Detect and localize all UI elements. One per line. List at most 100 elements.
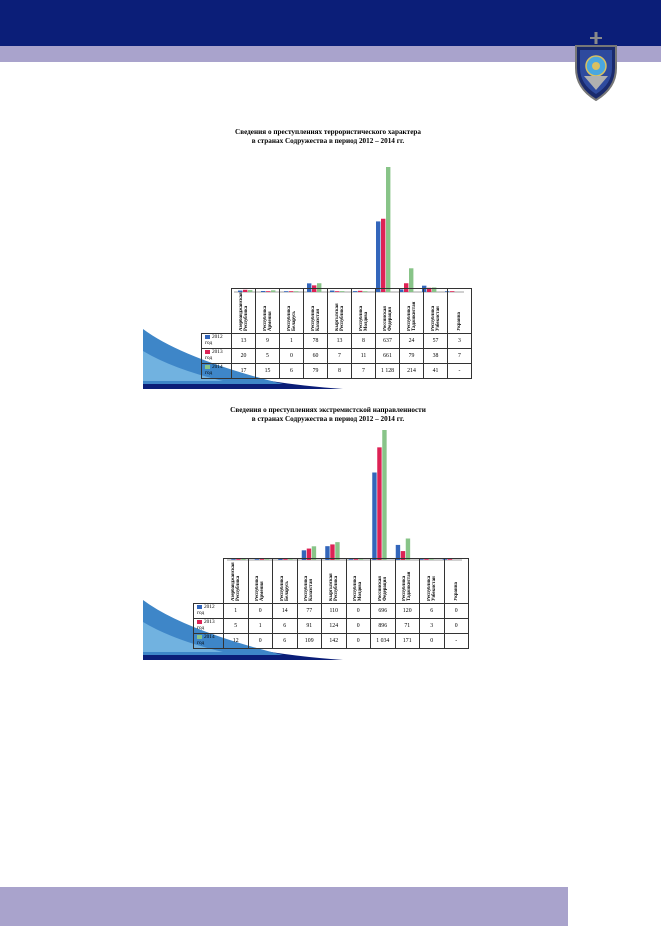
table-cell: - — [443, 633, 469, 649]
header-bar — [0, 0, 661, 46]
category-header: Республика Узбекистан — [423, 288, 448, 334]
table-cell: 696 — [370, 603, 396, 619]
category-header: Азербайджанская Республика — [231, 288, 256, 334]
category-label: Республика Казахстан — [310, 305, 321, 331]
bar-2014-4 — [335, 542, 340, 560]
category-label: Российская Федерация — [377, 576, 388, 601]
category-header: Азербайджанская Республика — [223, 558, 249, 604]
bar-2013-6 — [381, 218, 386, 292]
table-cell: 7 — [351, 363, 376, 379]
table-cell: 8 — [351, 333, 376, 349]
bar-2012-4 — [325, 546, 330, 560]
series-label: 2013 год — [201, 348, 232, 364]
category-header: Республика Беларусь — [279, 288, 304, 334]
category-label: Республика Беларусь — [279, 575, 290, 601]
table-cell: 41 — [423, 363, 448, 379]
bar-2013-7 — [400, 551, 406, 560]
table-cell: 109 — [296, 633, 322, 649]
table-cell: 6 — [272, 633, 298, 649]
category-header: Российская Федерация — [370, 558, 396, 604]
series-label: 2014 год — [193, 633, 224, 649]
legend-swatch — [205, 350, 210, 355]
table-cell: 57 — [423, 333, 448, 349]
category-label: Азербайджанская Республика — [230, 562, 241, 601]
table-cell: 0 — [279, 348, 304, 364]
category-label: Российская Федерация — [382, 306, 393, 331]
table-cell: 5 — [223, 618, 249, 634]
table-cell: 7 — [327, 348, 352, 364]
series-label: 2013 год — [193, 618, 224, 634]
legend-swatch — [197, 605, 202, 610]
table-cell: 78 — [303, 333, 328, 349]
legend-swatch — [197, 620, 202, 625]
category-label: Республика Молдова — [358, 305, 369, 331]
category-header: Украина — [443, 558, 469, 604]
category-header: Республика Молдова — [345, 558, 371, 604]
category-label: Украина — [457, 312, 462, 331]
bar-2013-7 — [404, 283, 409, 292]
table-cell: 0 — [247, 633, 273, 649]
series-name: 2014 год — [197, 634, 215, 647]
bar-2014-3 — [317, 283, 322, 292]
series-name: 2013 год — [205, 349, 223, 362]
bar-chart-terrorism — [234, 167, 464, 293]
table-cell: 15 — [255, 363, 280, 379]
table-cell: 7 — [447, 348, 472, 364]
bar-2013-6 — [377, 447, 382, 560]
table-cell: 1 128 — [375, 363, 400, 379]
category-label: Республика Узбекистан — [426, 575, 437, 601]
category-header: Республика Казахстан — [303, 288, 328, 334]
table-cell: 60 — [303, 348, 328, 364]
emblem-shield-icon — [575, 32, 617, 102]
category-label: Республика Армения — [262, 305, 273, 331]
category-label: Республика Таджикистан — [402, 571, 413, 601]
bar-2012-6 — [376, 221, 381, 292]
category-label: Украина — [453, 582, 459, 601]
category-label: Республика Казахстан — [304, 575, 315, 601]
bar-2014-7 — [405, 538, 411, 560]
table-cell: 0 — [419, 633, 445, 649]
legend-swatch — [197, 635, 202, 640]
header-stripe — [0, 46, 661, 62]
table-cell: 38 — [423, 348, 448, 364]
table-cell: 79 — [303, 363, 328, 379]
series-name: 2013 год — [197, 619, 215, 632]
category-header: Республика Беларусь — [272, 558, 298, 604]
table-cell: 12 — [223, 633, 249, 649]
category-label: Азербайджанская Республика — [238, 292, 249, 331]
category-header: Республика Узбекистан — [419, 558, 445, 604]
legend-swatch — [205, 335, 210, 340]
bar-2013-3 — [306, 548, 312, 560]
table-cell: 6 — [279, 363, 304, 379]
table-cell: 0 — [247, 603, 273, 619]
legend-swatch — [205, 365, 210, 370]
category-header: Республика Молдова — [351, 288, 376, 334]
table-cell: 110 — [321, 603, 347, 619]
table-corner — [202, 289, 232, 334]
chart-panel-terrorism: Сведения о преступлениях террористическо… — [143, 124, 473, 389]
footer-bar — [0, 887, 568, 926]
table-cell: 896 — [370, 618, 396, 634]
table-cell: 6 — [272, 618, 298, 634]
category-header: Российская Федерация — [375, 288, 400, 334]
category-label: Республика Молдова — [353, 575, 364, 601]
table-cell: 0 — [345, 603, 371, 619]
table-cell: 24 — [399, 333, 424, 349]
chart-title: Сведения о преступлениях экстремистской … — [230, 406, 426, 423]
table-cell: 8 — [327, 363, 352, 379]
bar-2014-6 — [386, 167, 391, 292]
table-row: 2012 год 1 0 14 77 110 0 696 120 6 0 — [193, 603, 469, 619]
series-name: 2012 год — [197, 604, 215, 617]
table-cell: 9 — [255, 333, 280, 349]
table-cell: 3 — [447, 333, 472, 349]
table-cell: 0 — [443, 618, 469, 634]
table-row: 2014 год 17 15 6 79 8 7 1 128 214 41- — [201, 363, 472, 379]
table-cell: 91 — [296, 618, 322, 634]
table-cell: 637 — [375, 333, 400, 349]
table-cell: 13 — [327, 333, 352, 349]
table-cell: 13 — [231, 333, 256, 349]
category-header: Кыргызская Республика — [321, 558, 347, 604]
table-cell: 1 — [279, 333, 304, 349]
series-label: 2012 год — [193, 603, 224, 619]
bar-2012-6 — [372, 472, 377, 560]
